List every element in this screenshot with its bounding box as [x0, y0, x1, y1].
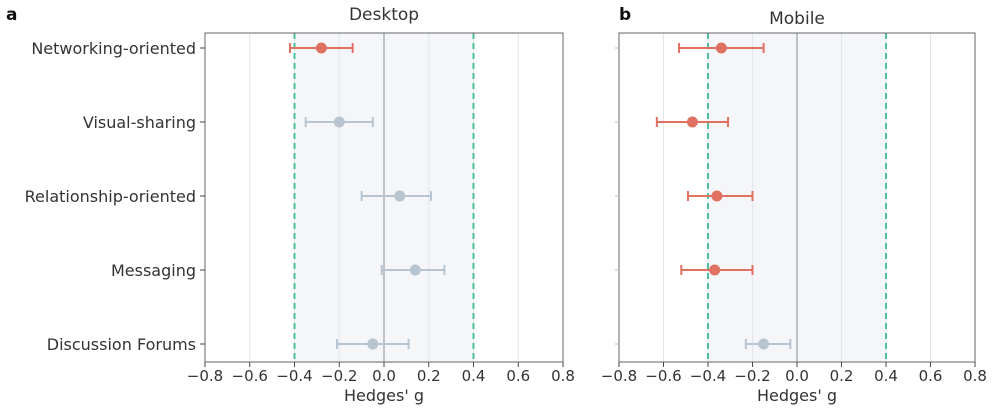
- mobile-point: [686, 116, 698, 128]
- mobile-x-tick-label: 0.4: [874, 367, 898, 385]
- desktop-x-tick-label: −0.4: [276, 367, 312, 385]
- desktop-point: [367, 338, 379, 350]
- desktop-x-tick-label: −0.2: [321, 367, 357, 385]
- desktop-x-tick-label: 0.2: [417, 367, 441, 385]
- desktop-x-tick-label: 0.0: [372, 367, 396, 385]
- mobile-point: [711, 190, 723, 202]
- mobile-x-tick-label: 0.2: [830, 367, 854, 385]
- x-axis-label-mobile: Hedges' g: [757, 386, 837, 405]
- category-label: Discussion Forums: [47, 335, 196, 354]
- category-label: Visual-sharing: [83, 113, 196, 132]
- mobile-x-tick-label: 0.0: [785, 367, 809, 385]
- mobile-x-tick-label: −0.6: [645, 367, 681, 385]
- desktop-point: [409, 264, 421, 276]
- mobile-x-tick-label: 0.6: [919, 367, 943, 385]
- mobile-point: [715, 42, 727, 54]
- mobile-x-tick-label: 0.8: [963, 367, 987, 385]
- panel-desktop: a Desktop Hedges' g Networking-oriented V…: [6, 5, 575, 405]
- panel-label-a: a: [6, 5, 17, 25]
- desktop-x-tick-label: 0.6: [506, 367, 530, 385]
- category-label: Relationship-oriented: [25, 187, 196, 206]
- mobile-point: [758, 338, 770, 350]
- desktop-point: [333, 116, 345, 128]
- desktop-point: [394, 190, 406, 202]
- desktop-x-tick-label: −0.6: [232, 367, 268, 385]
- mobile-x-tick-label: −0.2: [734, 367, 770, 385]
- panel-label-b: b: [619, 5, 631, 25]
- mobile-x-tick-label: −0.4: [690, 367, 726, 385]
- panel-title-desktop: Desktop: [349, 5, 419, 25]
- category-label: Networking-oriented: [31, 39, 196, 58]
- category-label: Messaging: [111, 261, 196, 280]
- desktop-x-tick-label: 0.8: [551, 367, 575, 385]
- mobile-point: [709, 264, 721, 276]
- mobile-x-tick-label: −0.8: [601, 367, 637, 385]
- panel-title-mobile: Mobile: [769, 9, 825, 29]
- desktop-point: [315, 42, 327, 54]
- desktop-x-tick-label: 0.4: [462, 367, 486, 385]
- desktop-x-tick-label: −0.8: [187, 367, 223, 385]
- x-axis-label-desktop: Hedges' g: [344, 386, 424, 405]
- panel-mobile: b Mobile Hedges' g −0.8 −0.6 −0.4 −0.2 0.0 0.…: [601, 5, 987, 405]
